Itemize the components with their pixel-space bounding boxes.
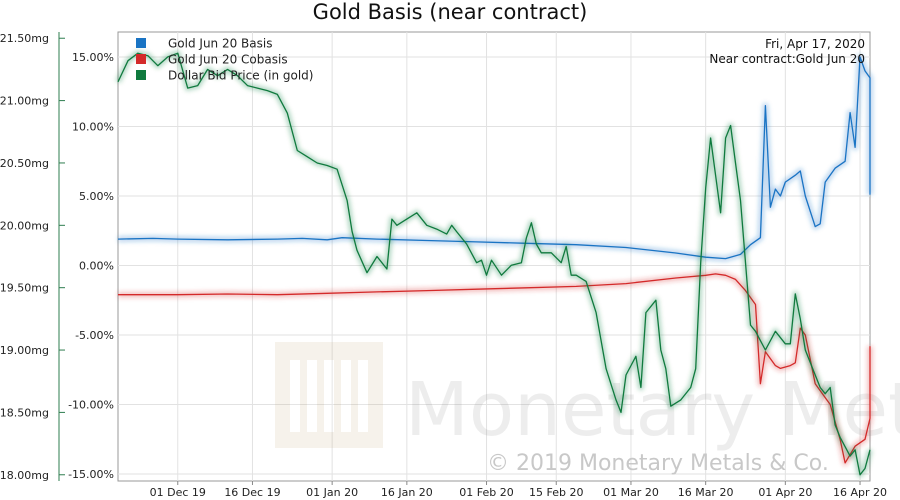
chart-title: Gold Basis (near contract) xyxy=(313,0,588,24)
y-tick-mg: 20.50mg xyxy=(0,157,49,170)
copyright-text: © 2019 Monetary Metals & Co. xyxy=(487,451,829,476)
annotation-date: Fri, Apr 17, 2020 xyxy=(765,37,865,51)
x-tick-label: 01 Apr 20 xyxy=(758,486,812,499)
y-tick-percent: -15.00% xyxy=(68,468,114,481)
legend: Gold Jun 20 Basis Gold Jun 20 Cobasis Do… xyxy=(136,37,313,83)
x-tick-label: 16 Jan 20 xyxy=(381,486,433,499)
legend-label-basis: Gold Jun 20 Basis xyxy=(168,37,272,51)
x-tick-label: 01 Feb 20 xyxy=(459,486,513,499)
y-tick-mg: 18.00mg xyxy=(0,469,49,482)
y-tick-mg: 21.00mg xyxy=(0,95,49,108)
x-tick-label: 16 Apr 20 xyxy=(833,486,887,499)
y-tick-mg: 20.00mg xyxy=(0,219,49,232)
legend-label-cobasis: Gold Jun 20 Cobasis xyxy=(168,53,288,67)
series-line-2 xyxy=(117,52,871,476)
y-tick-mg: 19.50mg xyxy=(0,282,49,295)
watermark-logo xyxy=(275,342,383,448)
y-tick-percent: -10.00% xyxy=(68,399,114,412)
y-tick-percent: 5.00% xyxy=(79,190,114,203)
y-tick-percent: 0.00% xyxy=(79,260,114,273)
grid xyxy=(118,32,870,481)
y-tick-percent: 10.00% xyxy=(72,121,114,134)
y-tick-percent: 15.00% xyxy=(72,51,114,64)
series-lines xyxy=(115,50,873,478)
series-line-1 xyxy=(118,273,871,464)
legend-swatch-dollar xyxy=(136,70,146,80)
y-tick-mg: 21.50mg xyxy=(0,32,49,45)
x-tick-label: 16 Mar 20 xyxy=(678,486,734,499)
x-tick-label: 16 Dec 19 xyxy=(224,486,280,499)
legend-swatch-cobasis xyxy=(136,54,146,64)
x-tick-label: 15 Feb 20 xyxy=(529,486,583,499)
legend-swatch-basis xyxy=(136,38,146,48)
legend-label-dollar: Dollar Bid Price (in gold) xyxy=(168,69,313,83)
x-tick-label: 01 Jan 20 xyxy=(306,486,358,499)
y-tick-mg: 19.00mg xyxy=(0,344,49,357)
watermark: Monetary Metals xyxy=(275,342,900,453)
y-tick-percent: -5.00% xyxy=(75,329,114,342)
annotation: Fri, Apr 17, 2020 Near contract:Gold Jun… xyxy=(709,37,865,66)
x-tick-label: 01 Dec 19 xyxy=(150,486,206,499)
series-line-0 xyxy=(117,56,871,260)
axes: 15.00% 10.00% 5.00% 0.00% -5.00% -10.00% -15.0… xyxy=(0,32,887,499)
x-tick-label: 01 Mar 20 xyxy=(603,486,659,499)
watermark-text: Monetary Metals xyxy=(405,367,900,453)
y-tick-mg: 18.50mg xyxy=(0,406,49,419)
annotation-contract: Near contract:Gold Jun 20 xyxy=(709,52,865,66)
